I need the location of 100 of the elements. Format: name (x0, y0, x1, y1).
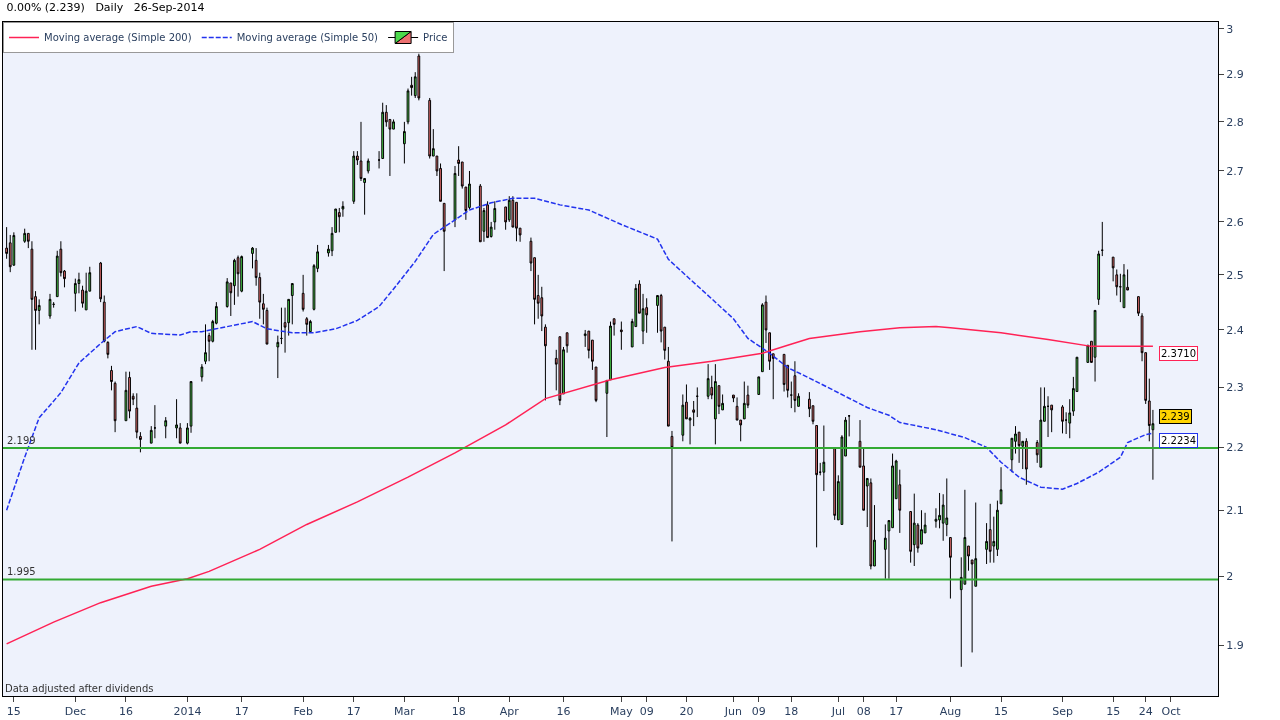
candlestick (822, 425, 826, 492)
x-tick-label: 24 (1138, 705, 1153, 719)
legend-label: Moving average (Simple 50) (236, 32, 379, 44)
y-tick-label: 2.2 (1226, 441, 1244, 455)
candlestick (204, 323, 207, 365)
candlestick (240, 255, 244, 293)
x-tick-label: Mar (394, 705, 416, 719)
candlestick (757, 376, 761, 395)
x-tick-label: 15 (6, 705, 21, 719)
y-tick-label: 3 (1226, 22, 1234, 36)
candlestick (670, 430, 674, 542)
x-tick-label: 18 (784, 705, 799, 719)
candlestick (280, 307, 283, 345)
x-tick-label: 20 (679, 705, 694, 719)
candlestick (1097, 250, 1101, 306)
candlestick (124, 371, 128, 422)
candlestick (847, 414, 851, 437)
candlestick (23, 228, 27, 244)
y-tick-label: 2 (1226, 569, 1234, 583)
candlestick (695, 386, 699, 418)
chart-title: 0.00% (2.239) Daily 26-Sep-2014 (6, 1, 205, 15)
x-tick-label: 15 (994, 705, 1009, 719)
y-tick-label: 2.5 (1226, 268, 1244, 282)
candlestick (609, 321, 612, 381)
candlestick (883, 523, 887, 580)
line-series (5, 325, 1154, 645)
candlestick (869, 477, 873, 570)
candlestick (1061, 404, 1064, 434)
x-tick-label: 17 (889, 705, 904, 719)
candlestick (478, 183, 482, 243)
candlestick (417, 53, 421, 101)
candlestick (200, 363, 204, 383)
candlestick (1093, 309, 1097, 383)
candlestick (1100, 221, 1104, 257)
candlestick (713, 363, 717, 445)
candlestick (912, 493, 916, 567)
x-tick-label: 2014 (173, 705, 202, 719)
x-tick-label: 15 (1106, 705, 1121, 719)
candlestick (113, 381, 117, 433)
candlestick (793, 360, 797, 413)
candlestick (442, 202, 446, 272)
x-tick-label: Aug (939, 705, 962, 719)
y-tick-label: 1.9 (1226, 639, 1244, 653)
candlestick (558, 336, 562, 406)
candlestick (619, 321, 623, 351)
y-tick-label: 2.9 (1226, 68, 1244, 82)
candlestick (1068, 398, 1072, 439)
x-tick-label: 09 (639, 705, 654, 719)
candlestick (301, 274, 305, 313)
x-tick-label: 16 (556, 705, 571, 719)
candlestick (135, 392, 139, 439)
x-tick-label: 08 (856, 705, 871, 719)
candlestick (1024, 437, 1028, 486)
candlestick (128, 371, 131, 419)
candlestick (352, 150, 356, 205)
ref-line-label: 2.199 (7, 435, 36, 446)
x-tick-label: Jun (723, 705, 743, 719)
candlestick (486, 200, 489, 239)
candlestick (594, 366, 598, 403)
x-tick-label: Dec (64, 705, 86, 719)
candlestick (110, 365, 113, 391)
candlestick (988, 503, 992, 564)
candlestick (782, 353, 786, 393)
candlestick (48, 293, 52, 320)
data-label: 2.3710 (1161, 348, 1196, 359)
x-tick-label: 18 (451, 705, 466, 719)
candlestick (276, 335, 280, 379)
candlestick (308, 319, 312, 334)
candlestick (945, 477, 949, 537)
legend-label: Price (423, 32, 448, 44)
x-tick-label: Sep (1052, 705, 1073, 719)
annotation: 2.239 (1161, 411, 1190, 422)
data-label: 2.2234 (1161, 435, 1196, 446)
y-tick-label: 2.6 (1226, 215, 1244, 229)
legend-label: Moving average (Simple 200) (44, 32, 192, 44)
ref-line-label: 1.995 (7, 566, 36, 577)
annotation: Data adjusted after dividends (5, 683, 154, 694)
y-tick-label: 2.4 (1226, 323, 1244, 337)
candlestick (428, 97, 432, 160)
x-tick-label: Oct (1161, 705, 1182, 719)
candlestick (290, 283, 294, 325)
y-tick-label: 2.8 (1226, 115, 1244, 129)
candlestick (544, 323, 547, 401)
candlestick (949, 536, 952, 600)
candlestick (833, 448, 837, 521)
candlestick (999, 466, 1003, 505)
x-tick-label: 16 (118, 705, 133, 719)
candlestick (706, 363, 710, 400)
x-tick-label: 17 (346, 705, 361, 719)
candlestick (605, 379, 609, 438)
candlestick (164, 416, 168, 439)
candlestick (366, 158, 370, 174)
candlestick (99, 261, 103, 303)
candlestick (1039, 386, 1043, 468)
y-tick-label: 2.7 (1226, 164, 1244, 178)
x-tick-label: Feb (293, 705, 313, 719)
x-tick-label: Apr (499, 705, 520, 719)
candlestick (139, 431, 142, 453)
candlestick (666, 346, 670, 427)
x-tick-label: Jul (830, 705, 845, 719)
